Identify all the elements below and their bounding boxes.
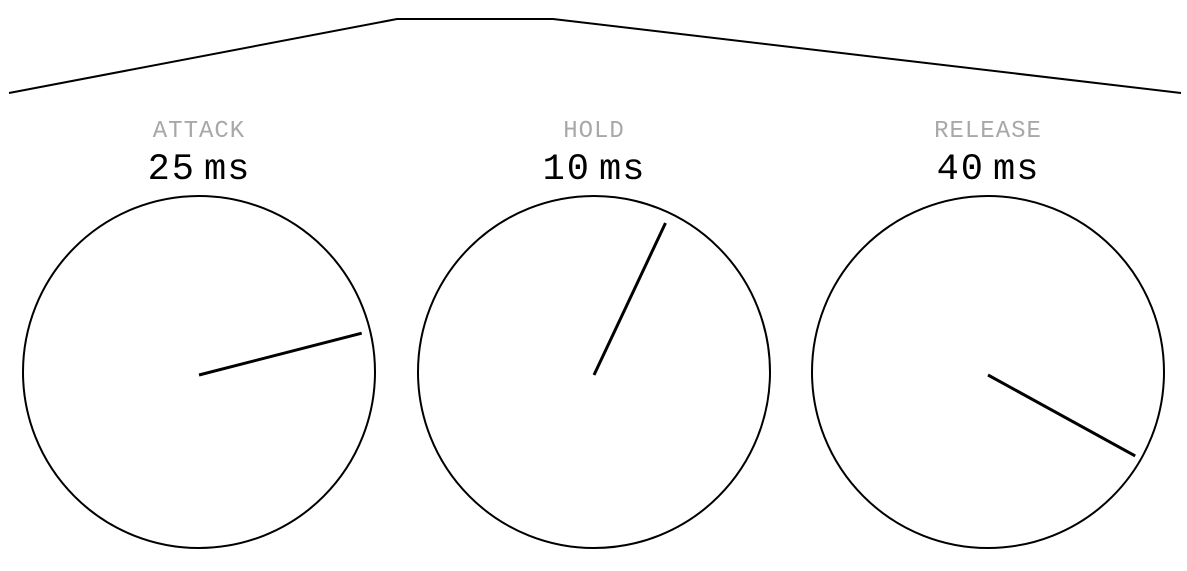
release-value-readout: 40 ms [810,149,1166,191]
hold-unit: ms [599,149,646,191]
attack-label: ATTACK [152,118,246,145]
hold-value-readout: 10 ms [416,149,772,191]
hold-knob-dial-icon [417,195,771,549]
envelope-line [8,18,1182,94]
release-knob[interactable] [810,194,1166,552]
release-label: RELEASE [934,118,1042,145]
attack-value-readout: 25 ms [21,149,377,191]
attack-knob-group: ATTACK 25 ms [21,118,377,558]
hold-knob-pointer [592,222,667,376]
attack-unit: ms [204,149,251,191]
attack-value: 25 [147,149,196,191]
envelope-graph [8,18,1182,94]
attack-knob[interactable] [21,194,377,552]
release-unit: ms [993,149,1040,191]
release-value: 40 [936,149,985,191]
attack-knob-dial-icon [22,195,376,549]
attack-knob-pointer [198,331,363,377]
release-knob-group: RELEASE 40 ms [810,118,1166,558]
hold-value: 10 [542,149,591,191]
release-knob-dial-icon [811,195,1165,549]
hold-knob[interactable] [416,194,772,552]
release-knob-pointer [987,373,1136,458]
hold-knob-group: HOLD 10 ms [416,118,772,558]
hold-label: HOLD [563,118,625,145]
